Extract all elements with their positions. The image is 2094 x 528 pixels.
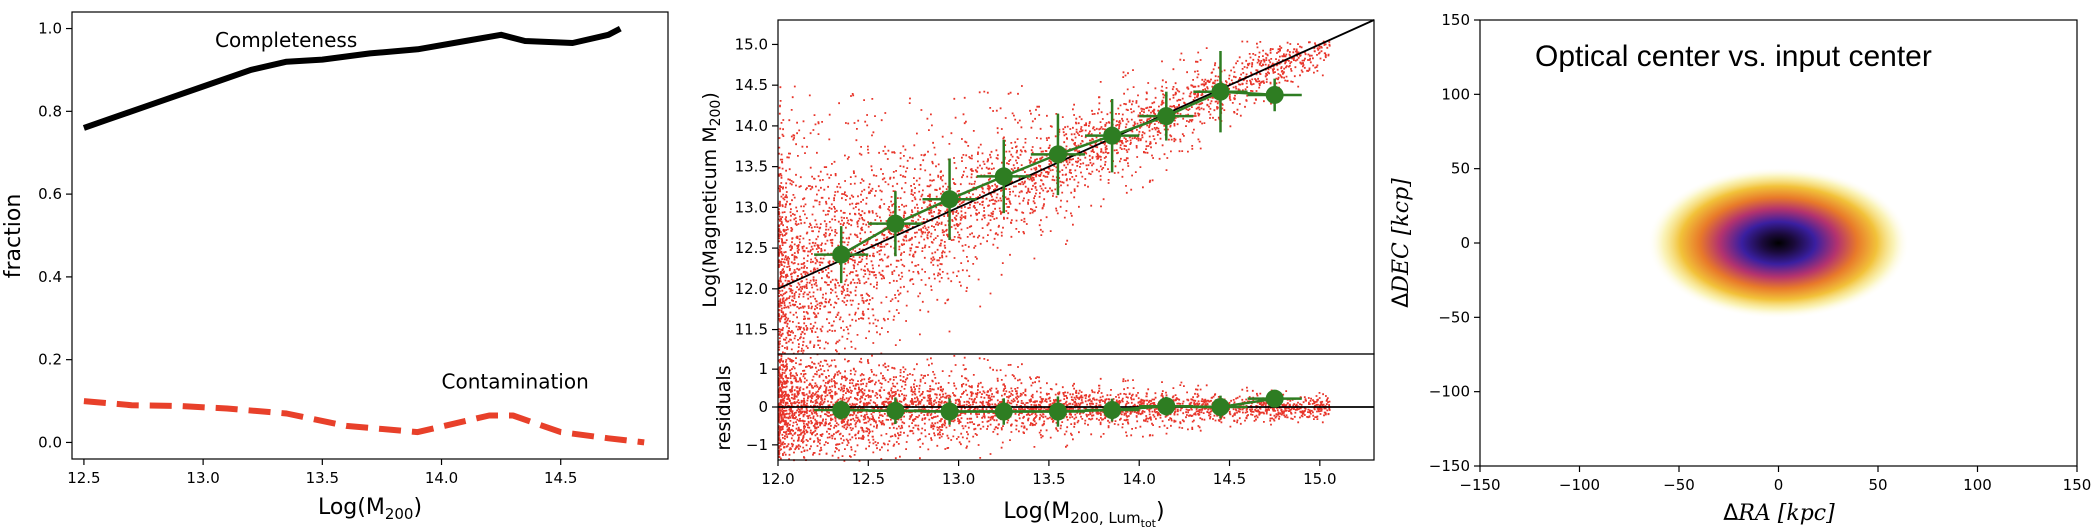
residual-point [1157, 397, 1176, 416]
annotation-label: Contamination [442, 370, 589, 394]
x-tick-label: 100 [1963, 476, 1992, 494]
residual-point [1103, 401, 1122, 420]
binned-point [1265, 85, 1284, 104]
x-tick-label: 14.0 [1123, 470, 1156, 488]
x-tick-label: 13.0 [186, 469, 219, 487]
y-tick-label: −100 [1429, 383, 1470, 401]
panel1-ylabel: fraction [1, 194, 26, 279]
x-tick-label: 14.5 [1213, 470, 1246, 488]
scatter-cloud [778, 40, 1331, 356]
panel3-ylabel: ΔDEC [kcp] [1389, 178, 1414, 308]
x-tick-label: 13.5 [306, 469, 339, 487]
binned-point [994, 167, 1013, 186]
binned-point [1103, 126, 1122, 145]
y-tick-label: 1.0 [38, 20, 62, 38]
y-tick-label: 13.5 [735, 158, 768, 176]
resid-tick-label: −1 [746, 436, 768, 454]
binned-point [832, 245, 851, 264]
binned-point [1048, 145, 1067, 164]
panel2-main-frame [777, 19, 1375, 355]
y-tick-label: 0.0 [38, 433, 62, 451]
mass-comparison-chart: 12.0 12.5 13.0 13.5 14.0 14.5 15.0 11.5 12.0 12.… [699, 19, 1375, 528]
completeness-chart: 12.5 13.0 13.5 14.0 14.5 0.00.20.40.60.81.0 … [1, 11, 669, 523]
y-tick-label: 14.0 [735, 117, 768, 135]
y-tick-label: 0.2 [38, 351, 62, 369]
panel1-frame [71, 11, 669, 460]
x-tick-label: 50 [1868, 476, 1887, 494]
residual-point [994, 402, 1013, 421]
x-tick-label: 15.0 [1303, 470, 1336, 488]
panel2-ylabel: Log(Magneticum M200) [699, 92, 724, 308]
y-tick-label: 0 [1460, 234, 1470, 252]
y-tick-label: 13.0 [735, 198, 768, 216]
panel3-title: Optical center vs. input center [1535, 40, 1932, 73]
residual-point [1048, 402, 1067, 421]
residual-point [1265, 389, 1284, 408]
x-tick-label: −50 [1663, 476, 1695, 494]
series-line-0 [82, 25, 622, 131]
y-tick-label: 50 [1451, 160, 1470, 178]
y-tick-label: 12.0 [735, 280, 768, 298]
y-tick-label: 150 [1441, 11, 1470, 29]
binned-point [1211, 82, 1230, 101]
y-tick-label: 0.8 [38, 102, 62, 120]
y-tick-label: 100 [1441, 85, 1470, 103]
x-tick-label: 12.0 [761, 470, 794, 488]
residual-point [940, 402, 959, 421]
x-tick-label: −150 [1459, 476, 1500, 494]
y-tick-label: 15.0 [735, 35, 768, 53]
y-tick-label: −50 [1438, 308, 1470, 326]
resid-tick-label: 0 [758, 398, 768, 416]
center-offset-heatmap: −150 −100 −50 0 50 100 150 −150 −100 −50 0 50 100 15… [1389, 11, 2091, 526]
residual-point [832, 401, 851, 420]
x-tick-label: 12.5 [67, 469, 100, 487]
annotation-label: Completeness [215, 28, 357, 52]
binned-point [940, 190, 959, 209]
y-tick-label: 14.5 [735, 76, 768, 94]
residual-point [886, 401, 905, 420]
x-tick-label: 14.0 [425, 469, 458, 487]
y-tick-label: −150 [1429, 457, 1470, 475]
panel2-xlabel: Log(M200, Lumtot) [1003, 499, 1164, 528]
x-tick-label: 0 [1774, 476, 1784, 494]
panel3-xlabel: ΔRA [kpc] [1723, 501, 1835, 526]
panel2-residual-ylabel: residuals [713, 365, 735, 450]
x-tick-label: 13.0 [942, 470, 975, 488]
x-tick-label: 150 [2063, 476, 2092, 494]
y-tick-label: 0.6 [38, 185, 62, 203]
x-tick-label: −100 [1559, 476, 1600, 494]
y-tick-label: 11.5 [735, 321, 768, 339]
binned-point [1157, 107, 1176, 126]
residual-point [1211, 398, 1230, 416]
x-tick-label: 12.5 [852, 470, 885, 488]
x-tick-label: 13.5 [1032, 470, 1065, 488]
binned-point [886, 214, 905, 233]
y-tick-label: 0.4 [38, 268, 62, 286]
resid-tick-label: 1 [758, 360, 768, 378]
x-tick-label: 14.5 [544, 469, 577, 487]
series-line-1 [83, 398, 645, 446]
panel1-xlabel: Log(M200) [318, 495, 422, 523]
scatter-points [778, 40, 1331, 356]
offset-density [1647, 167, 1910, 319]
y-tick-label: 12.5 [735, 239, 768, 257]
